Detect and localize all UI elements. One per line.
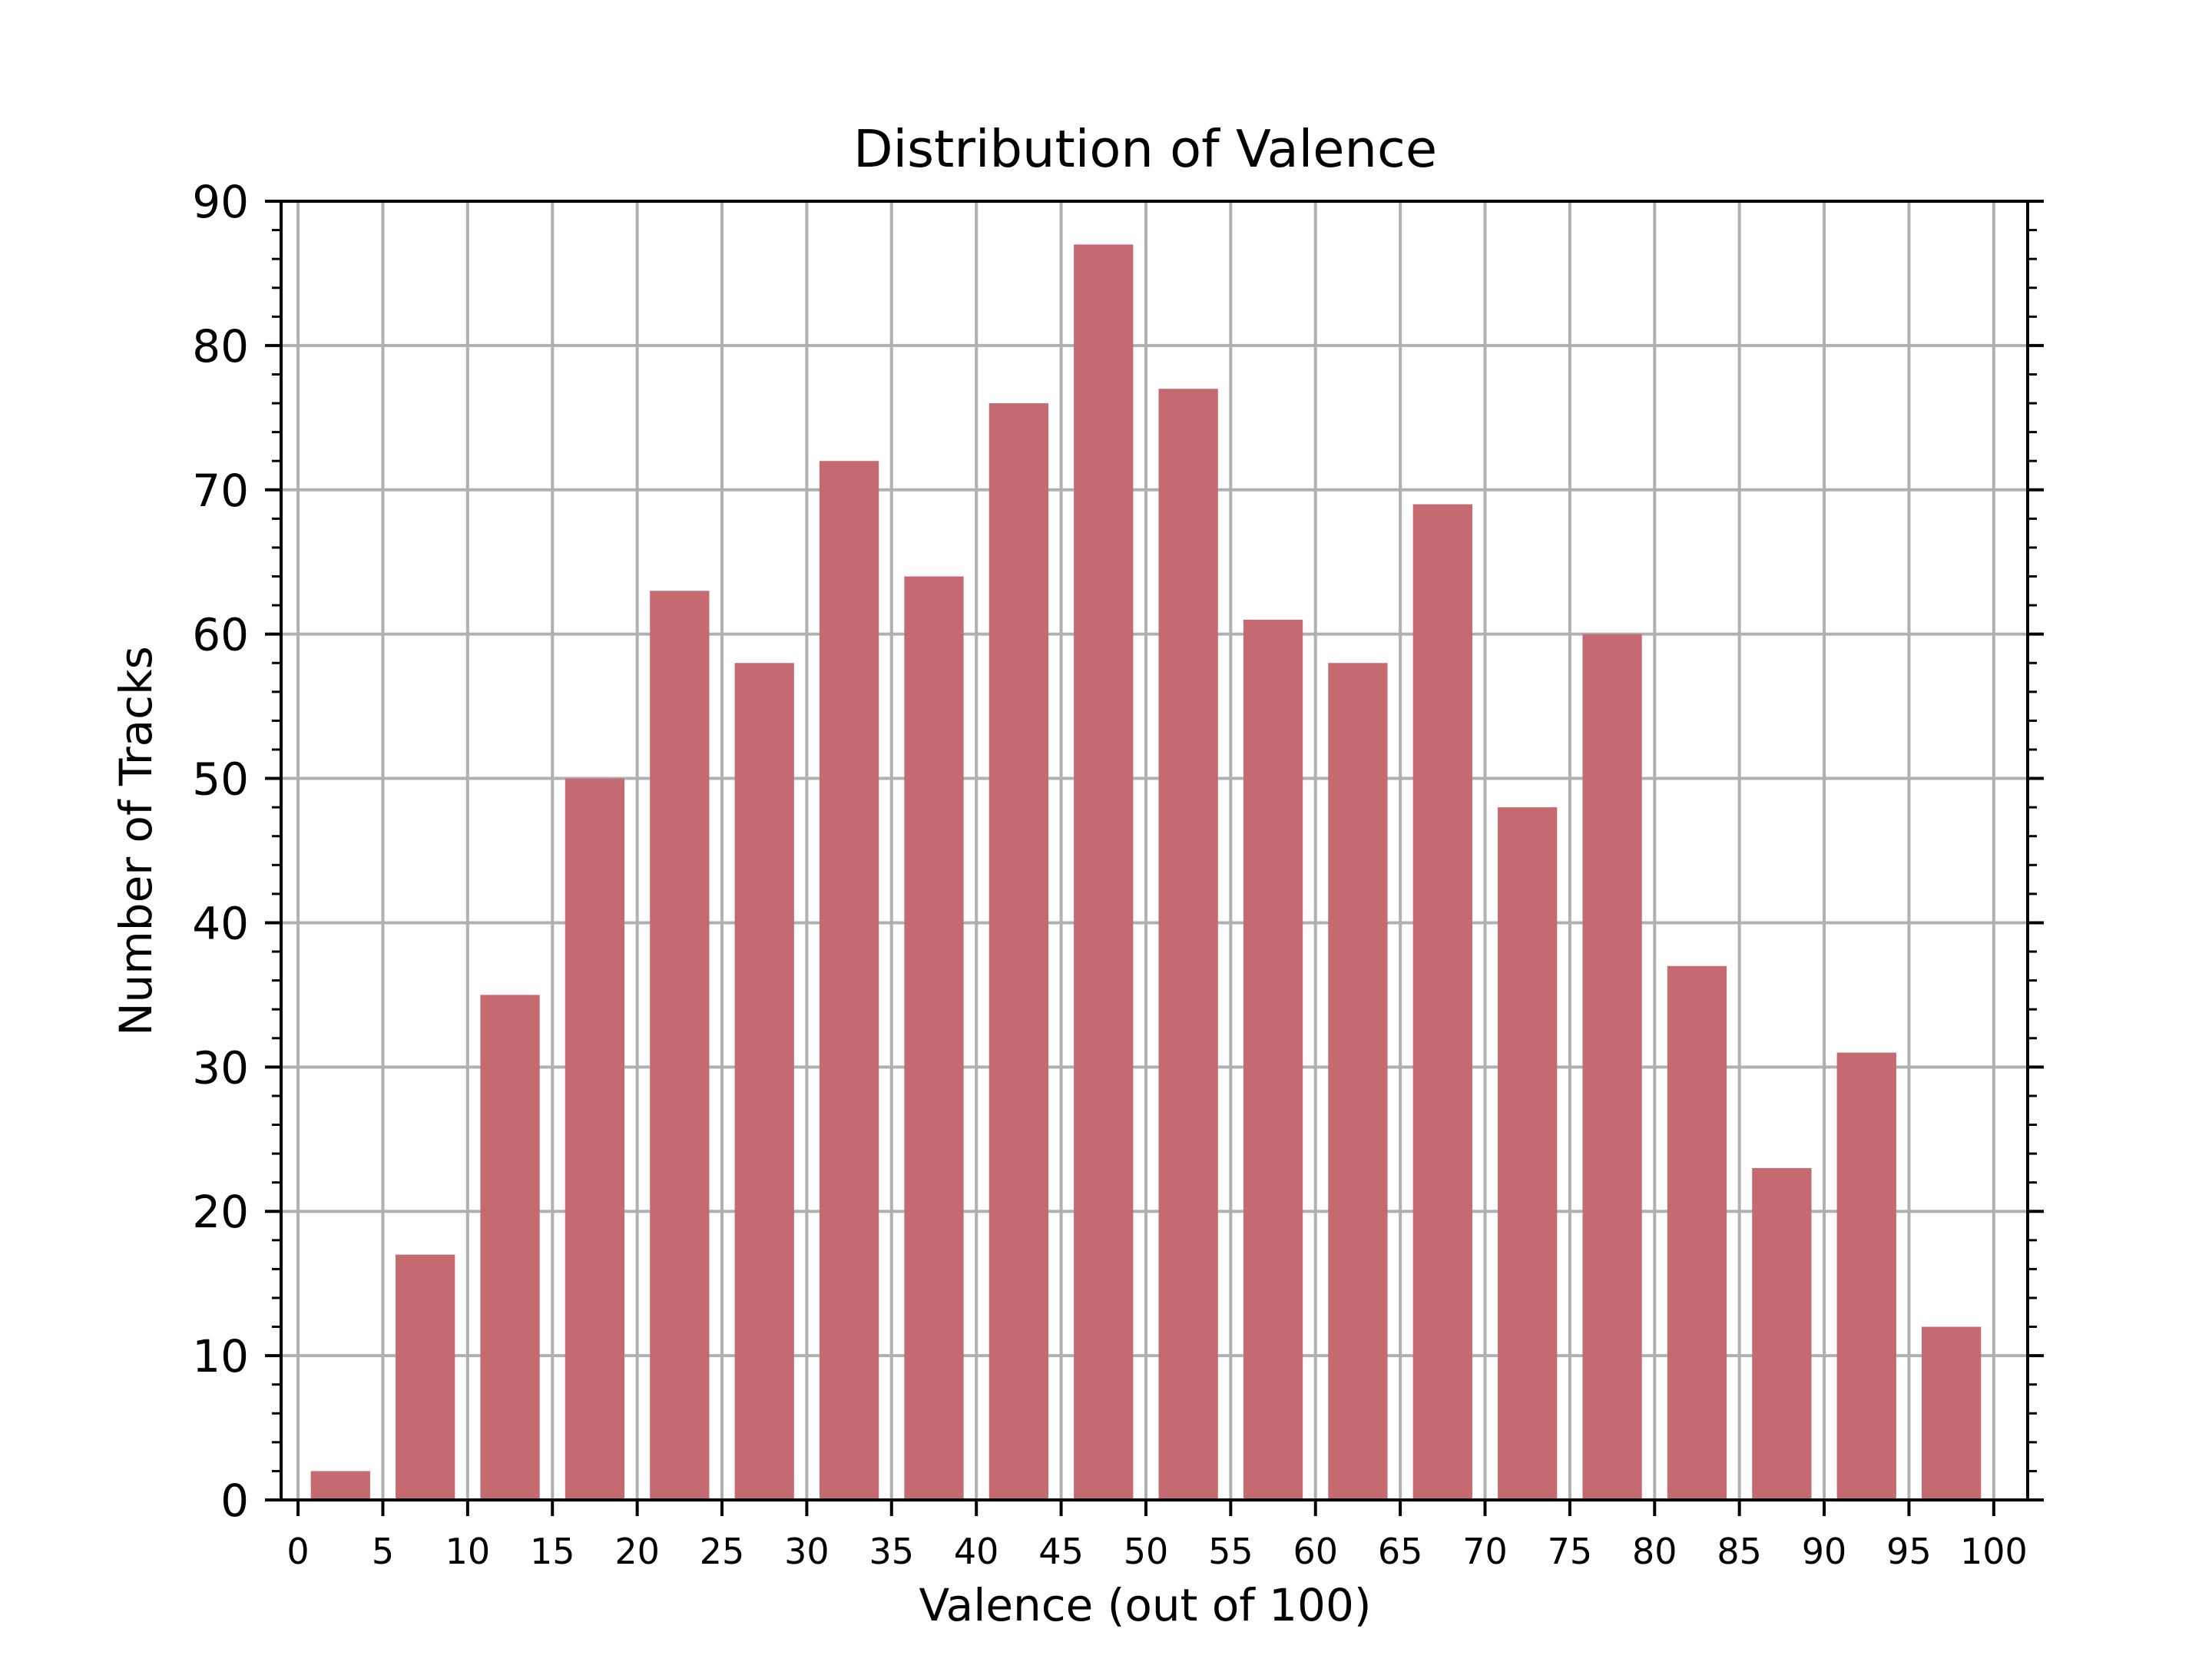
x-tick-label: 40 xyxy=(954,1531,999,1572)
bars xyxy=(310,244,1982,1501)
bar-20-25 xyxy=(650,591,710,1500)
x-tick-label: 25 xyxy=(700,1531,745,1572)
y-tick-label: 70 xyxy=(192,465,249,517)
labels: Distribution of Valence Valence (out of … xyxy=(110,119,1437,1631)
y-tick-label: 90 xyxy=(192,176,249,228)
x-tick-label: 70 xyxy=(1462,1531,1508,1572)
x-tick-label: 75 xyxy=(1548,1531,1593,1572)
y-tick-label: 60 xyxy=(192,609,249,661)
bar-55-60 xyxy=(1243,619,1303,1500)
y-tick-label: 80 xyxy=(192,320,249,372)
bar-15-20 xyxy=(565,778,625,1500)
bar-25-30 xyxy=(734,663,794,1501)
y-tick-label: 50 xyxy=(192,753,249,806)
bar-5-10 xyxy=(396,1254,455,1500)
x-tick-label: 60 xyxy=(1293,1531,1338,1572)
x-tick-label: 80 xyxy=(1632,1531,1677,1572)
bar-95-100 xyxy=(1922,1326,1982,1500)
x-tick-label: 100 xyxy=(1960,1531,2028,1572)
bar-45-50 xyxy=(1074,244,1134,1500)
bar-50-55 xyxy=(1158,389,1218,1500)
bar-10-15 xyxy=(480,995,540,1500)
x-tick-label: 50 xyxy=(1124,1531,1169,1572)
axes: 0 10 20 30 40 50 60 70 80 90 0 5 10 15 20 25 30 35 40 45 50 5… xyxy=(192,176,2044,1572)
x-tick-label: 30 xyxy=(784,1531,830,1572)
x-tick-label: 20 xyxy=(614,1531,660,1572)
x-tick-label: 5 xyxy=(372,1531,394,1572)
bar-75-80 xyxy=(1582,634,1642,1500)
bar-60-65 xyxy=(1328,663,1388,1501)
x-tick-label: 65 xyxy=(1378,1531,1423,1572)
bar-70-75 xyxy=(1498,807,1558,1500)
x-axis-label: Valence (out of 100) xyxy=(919,1579,1371,1631)
bar-90-95 xyxy=(1836,1052,1896,1500)
x-tick-label: 10 xyxy=(445,1531,491,1572)
bar-65-70 xyxy=(1412,504,1472,1500)
x-tick-label: 90 xyxy=(1802,1531,1847,1572)
x-tick-label: 95 xyxy=(1886,1531,1932,1572)
bar-85-90 xyxy=(1752,1167,1812,1500)
bar-40-45 xyxy=(988,403,1049,1500)
x-tick-label: 35 xyxy=(869,1531,915,1572)
bar-0-5 xyxy=(310,1471,370,1500)
chart-title: Distribution of Valence xyxy=(853,119,1437,179)
bar-35-40 xyxy=(904,576,964,1500)
y-tick-label: 20 xyxy=(192,1186,249,1238)
x-tick-label: 55 xyxy=(1208,1531,1253,1572)
x-tick-label: 85 xyxy=(1717,1531,1762,1572)
bar-80-85 xyxy=(1667,965,1727,1500)
x-tick-label: 45 xyxy=(1038,1531,1084,1572)
y-axis-label: Number of Tracks xyxy=(110,646,162,1036)
y-tick-label: 10 xyxy=(192,1330,249,1382)
y-tick-label: 40 xyxy=(192,897,249,949)
y-tick-label: 0 xyxy=(220,1475,249,1527)
x-tick-label: 0 xyxy=(286,1531,309,1572)
bar-30-35 xyxy=(819,461,879,1501)
y-tick-label: 30 xyxy=(192,1041,249,1094)
x-tick-label: 15 xyxy=(530,1531,575,1572)
